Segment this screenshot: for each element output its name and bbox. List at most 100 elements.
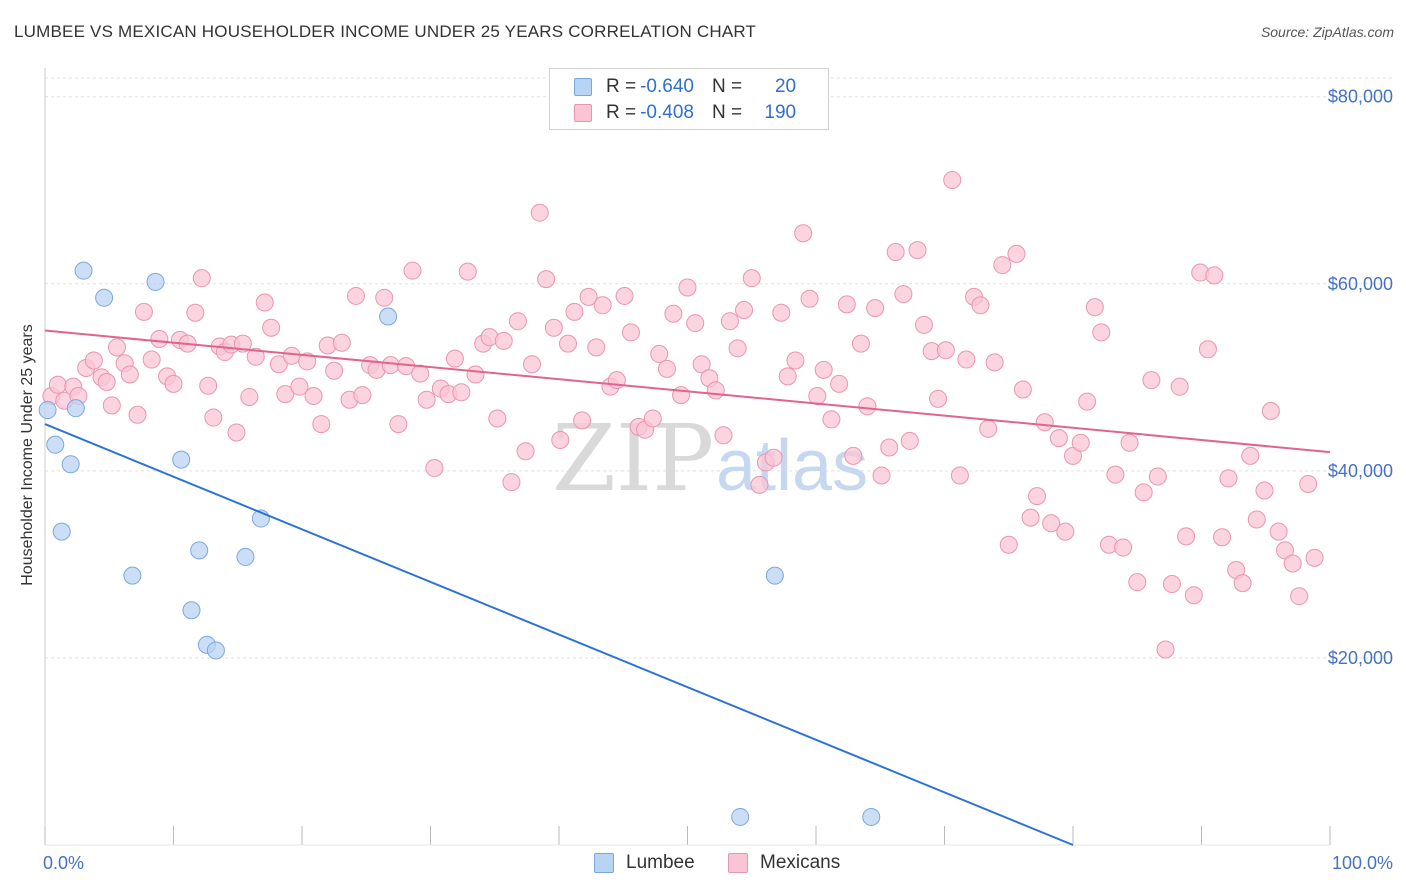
mexicans-point: [800, 289, 819, 308]
mexicans-point: [1184, 586, 1203, 605]
legend-r-label: R =: [606, 102, 637, 123]
mexicans-point: [943, 170, 962, 189]
mexicans-point: [886, 242, 905, 261]
legend-n-value: 190: [764, 102, 797, 123]
mexicans-point: [728, 339, 747, 358]
lumbee-point: [206, 641, 225, 660]
mexicans-point: [587, 338, 606, 357]
mexicans-point: [764, 448, 783, 467]
mexicans-point: [814, 360, 833, 379]
lumbee-point: [74, 261, 93, 280]
mexicans-point: [1013, 380, 1032, 399]
mexicans-point: [1233, 574, 1252, 593]
legend-r-value: -0.408: [640, 102, 694, 123]
mexicans-point: [1305, 548, 1324, 567]
mexicans-point: [650, 344, 669, 363]
series-legend: Lumbee Mexicans: [0, 852, 1406, 878]
lumbee-point: [38, 401, 57, 420]
mexicans-point: [936, 341, 955, 360]
legend-item-lumbee[interactable]: Lumbee: [594, 852, 695, 874]
legend-r-value: -0.640: [640, 76, 694, 97]
mexicans-point: [204, 408, 223, 427]
mexicans-point: [502, 473, 521, 492]
mexicans-point: [742, 269, 761, 288]
mexicans-point: [957, 350, 976, 369]
mexicans-point: [1134, 483, 1153, 502]
mexicans-point: [1162, 575, 1181, 594]
mexicans-point: [950, 466, 969, 485]
lumbee-point: [236, 547, 255, 566]
points-layer: [38, 170, 1324, 826]
mexicans-point: [1085, 298, 1104, 317]
mexicans-point: [615, 286, 634, 305]
mexicans-point: [573, 411, 592, 430]
mexicans-point: [403, 261, 422, 280]
lumbee-point: [95, 288, 114, 307]
mexicans-point: [1028, 487, 1047, 506]
mexicans-point: [844, 446, 863, 465]
mexicans-point: [908, 241, 927, 260]
mexicans-point: [269, 355, 288, 374]
axis-layer: [44, 68, 1331, 846]
mexicans-point: [1261, 401, 1280, 420]
mexicans-point: [134, 302, 153, 321]
mexicans-point: [1042, 514, 1061, 533]
chart-source: Source: ZipAtlas.com: [1260, 24, 1394, 40]
mexicans-point: [1255, 481, 1274, 500]
mexicans-point: [672, 386, 691, 405]
mexicans-point: [1247, 510, 1266, 529]
mexicans-point: [186, 303, 205, 322]
mexicans-point: [858, 397, 877, 416]
mexicans-point: [714, 426, 733, 445]
mexicans-point: [551, 430, 570, 449]
legend-swatch-mexicans: [574, 104, 592, 122]
lumbee-point: [61, 455, 80, 474]
chart-title: LUMBEE VS MEXICAN HOUSEHOLDER INCOME UND…: [14, 22, 757, 41]
x-tick-label-min: 0.0%: [43, 853, 84, 873]
legend-row-mexicans: R = -0.408 N = 190: [574, 100, 796, 126]
mexicans-point: [84, 351, 103, 370]
lumbee-point: [46, 435, 65, 454]
mexicans-point: [822, 410, 841, 429]
mexicans-point: [255, 293, 274, 312]
lumbee-point: [731, 807, 750, 826]
mexicans-point: [494, 331, 513, 350]
lumbee-point: [52, 522, 71, 541]
lumbee-trendline: [44, 423, 1074, 846]
mexicans-point: [837, 295, 856, 314]
mexicans-point: [466, 365, 485, 384]
mexicans-point: [452, 383, 471, 402]
mexicans-point: [678, 278, 697, 297]
mexicans-point: [914, 315, 933, 334]
legend-r-label: R =: [606, 76, 637, 97]
mexicans-point: [1078, 392, 1097, 411]
mexicans-point: [516, 442, 535, 461]
mexicans-point: [107, 338, 126, 357]
x-tick-label-max: 100.0%: [1332, 853, 1393, 873]
mexicans-point: [1056, 522, 1075, 541]
mexicans-point: [375, 288, 394, 307]
legend-item-mexicans[interactable]: Mexicans: [728, 852, 840, 874]
mexicans-point: [735, 300, 754, 319]
mexicans-point: [1148, 467, 1167, 486]
grid-layer: [45, 77, 1393, 659]
mexicans-point: [346, 286, 365, 305]
mexicans-point: [192, 269, 211, 288]
mexicans-point: [808, 387, 827, 406]
mexicans-point: [150, 329, 169, 348]
mexicans-point: [1269, 522, 1288, 541]
mexicans-point: [593, 296, 612, 315]
mexicans-point: [417, 390, 436, 409]
y-tick-label: $60,000: [1328, 274, 1393, 294]
mexicans-point: [830, 374, 849, 393]
mexicans-point: [894, 285, 913, 304]
mexicans-point: [1177, 527, 1196, 546]
y-axis-label: Householder Income Under 25 years: [19, 324, 36, 586]
legend-n-label: N =: [711, 76, 743, 97]
mexicans-point: [523, 355, 542, 374]
mexicans-point: [851, 334, 870, 353]
mexicans-point: [1198, 340, 1217, 359]
mexicans-point: [488, 409, 507, 428]
watermark: ZIP atlas: [552, 405, 868, 512]
mexicans-point: [1128, 573, 1147, 592]
